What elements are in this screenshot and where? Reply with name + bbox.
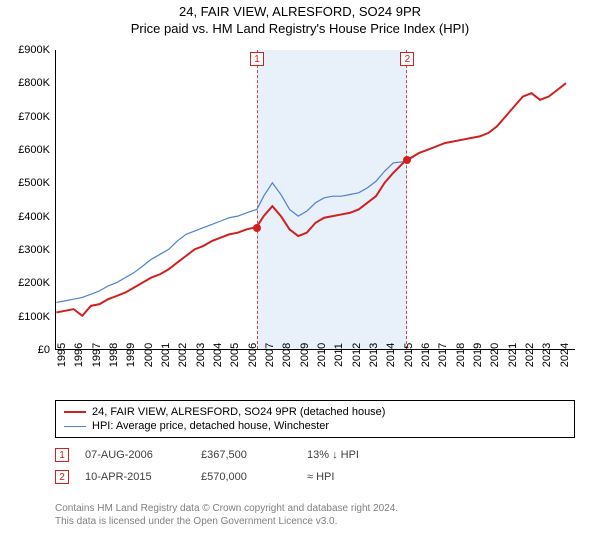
y-tick-label: £500K xyxy=(0,177,50,189)
y-tick-label: £200K xyxy=(0,277,50,289)
legend-swatch xyxy=(64,426,86,427)
y-tick-label: £400K xyxy=(0,211,50,223)
series-line xyxy=(56,83,566,316)
sale-row: 1 07-AUG-2006 £367,500 13% ↓ HPI xyxy=(55,444,575,466)
sale-marker xyxy=(403,156,411,164)
chart-lines xyxy=(56,50,575,349)
y-tick-label: £900K xyxy=(0,44,50,56)
plot-area: 1995199619971998199920002001200220032004… xyxy=(55,50,575,350)
sale-badge: 1 xyxy=(55,448,69,462)
chart-title-block: 24, FAIR VIEW, ALRESFORD, SO24 9PR Price… xyxy=(0,0,600,36)
y-tick-label: £0 xyxy=(0,344,50,356)
sale-date: 07-AUG-2006 xyxy=(85,449,185,461)
sale-price: £367,500 xyxy=(201,449,291,461)
sale-delta: 13% ↓ HPI xyxy=(307,449,407,461)
sale-marker xyxy=(253,224,261,232)
sale-number-badge: 2 xyxy=(400,52,414,66)
sale-badge: 2 xyxy=(55,470,69,484)
sale-number-badge: 1 xyxy=(250,52,264,66)
y-tick-label: £600K xyxy=(0,144,50,156)
y-tick-label: £300K xyxy=(0,244,50,256)
legend-item: HPI: Average price, detached house, Winc… xyxy=(64,419,566,433)
y-tick-label: £800K xyxy=(0,77,50,89)
legend-label: 24, FAIR VIEW, ALRESFORD, SO24 9PR (deta… xyxy=(92,406,385,418)
y-tick-label: £100K xyxy=(0,311,50,323)
legend-label: HPI: Average price, detached house, Winc… xyxy=(92,420,329,432)
legend-item: 24, FAIR VIEW, ALRESFORD, SO24 9PR (deta… xyxy=(64,405,566,419)
sale-delta: ≈ HPI xyxy=(307,471,407,483)
attribution-footer: Contains HM Land Registry data © Crown c… xyxy=(55,502,575,528)
x-tick-label: 2024 xyxy=(559,343,583,367)
footer-line2: This data is licensed under the Open Gov… xyxy=(55,515,575,528)
sale-price: £570,000 xyxy=(201,471,291,483)
footer-line1: Contains HM Land Registry data © Crown c… xyxy=(55,502,575,515)
chart-container: 1995199619971998199920002001200220032004… xyxy=(0,40,600,390)
sales-table: 1 07-AUG-2006 £367,500 13% ↓ HPI 2 10-AP… xyxy=(55,444,575,488)
legend: 24, FAIR VIEW, ALRESFORD, SO24 9PR (deta… xyxy=(55,400,575,438)
sale-row: 2 10-APR-2015 £570,000 ≈ HPI xyxy=(55,466,575,488)
y-tick-label: £700K xyxy=(0,111,50,123)
legend-swatch xyxy=(64,411,86,413)
series-line xyxy=(56,83,566,302)
title-subtitle: Price paid vs. HM Land Registry's House … xyxy=(0,21,600,36)
title-address: 24, FAIR VIEW, ALRESFORD, SO24 9PR xyxy=(0,4,600,19)
sale-date: 10-APR-2015 xyxy=(85,471,185,483)
